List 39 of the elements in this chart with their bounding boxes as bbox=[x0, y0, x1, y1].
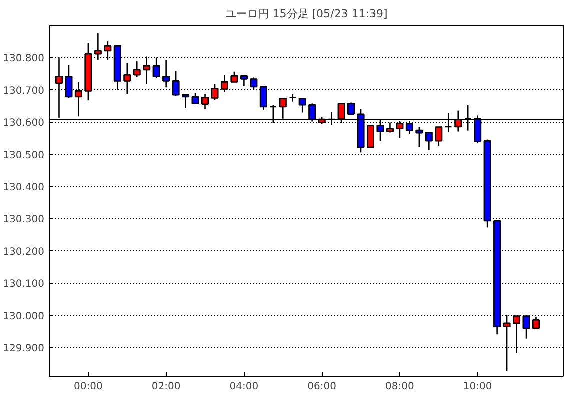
candlestick bbox=[230, 71, 238, 83]
candlestick bbox=[172, 70, 180, 97]
y-tick-label: 130.500 bbox=[3, 150, 45, 162]
candlestick bbox=[250, 77, 258, 91]
x-tick-label: 06:00 bbox=[308, 382, 336, 392]
candlestick bbox=[298, 98, 306, 114]
y-tick-label: 130.600 bbox=[3, 118, 45, 130]
x-tick-label: 00:00 bbox=[74, 382, 103, 392]
candlestick bbox=[182, 94, 190, 109]
candlestick bbox=[532, 316, 540, 330]
candlestick bbox=[65, 64, 73, 99]
y-tick-label: 130.800 bbox=[3, 54, 45, 65]
y-tick-label: 130.400 bbox=[3, 182, 45, 194]
candlestick bbox=[260, 86, 268, 112]
x-tick-label: 02:00 bbox=[152, 382, 181, 392]
candlestick bbox=[124, 62, 132, 96]
candlestick bbox=[416, 126, 424, 148]
candlestick bbox=[74, 82, 82, 118]
candlestick bbox=[240, 75, 248, 87]
y-tick-label: 130.200 bbox=[3, 246, 45, 258]
candlestick bbox=[211, 84, 219, 102]
x-tick-label: 04:00 bbox=[230, 382, 259, 392]
y-tick-label: 130.700 bbox=[3, 86, 45, 97]
chart-title: ユーロ円 15分足 [05/23 11:39] bbox=[225, 8, 388, 20]
x-tick-label: 08:00 bbox=[386, 382, 414, 392]
candlestick bbox=[289, 94, 297, 102]
y-tick-label: 130.000 bbox=[3, 311, 45, 322]
candlestick bbox=[522, 316, 530, 340]
candlestick bbox=[366, 125, 375, 148]
candlestick bbox=[435, 126, 443, 148]
y-tick-label: 129.900 bbox=[3, 344, 45, 355]
candlestick bbox=[220, 74, 228, 93]
candlestick bbox=[133, 60, 141, 78]
x-tick-label: 10:00 bbox=[463, 382, 492, 392]
candlestick bbox=[201, 94, 210, 110]
candlestick bbox=[192, 92, 200, 106]
y-tick-label: 130.100 bbox=[3, 279, 45, 290]
candlestick bbox=[425, 132, 433, 151]
y-tick-label: 130.300 bbox=[3, 214, 45, 226]
